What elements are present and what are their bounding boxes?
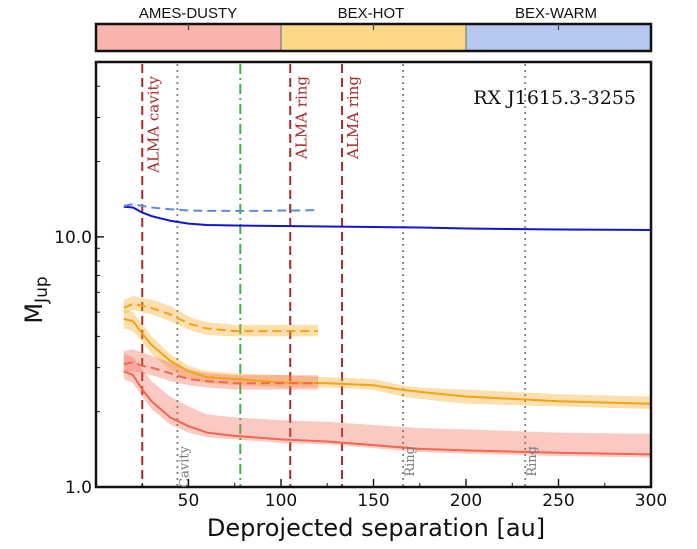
plot-area <box>94 60 653 489</box>
band-label-bex-hot: BEX-HOT <box>338 5 405 22</box>
vertical-line-label-0: ALMA cavity <box>144 75 162 173</box>
y-axis-label: MJup <box>20 276 52 323</box>
series-line-bex-warm-dashed <box>123 203 319 212</box>
uncertainty-band-bex-hot-solid <box>123 310 652 409</box>
x-tick-label-5: 300 <box>635 491 667 511</box>
y-axis-label-sub: Jup <box>32 276 52 304</box>
chart-title: RX J1615.3-3255 <box>473 87 636 109</box>
series-line-ames-dusty-dashed <box>123 361 318 385</box>
vertical-line-label-2: ALMA ring <box>344 76 362 160</box>
model-band-labels: AMES-DUSTY BEX-HOT BEX-WARM <box>139 5 597 22</box>
uncertainty-band-bex-hot-dashed <box>123 296 318 337</box>
series-line-bex-warm-solid <box>123 205 652 231</box>
axis-ticks: 50 100 150 200 250 300 1.0 10.0 <box>54 85 667 511</box>
x-tick-label-0: 50 <box>178 491 200 511</box>
x-tick-label-3: 200 <box>450 491 482 511</box>
y-tick-label-0: 1.0 <box>65 478 92 498</box>
series-line-ames-dusty-solid <box>123 370 652 456</box>
x-tick-label-4: 250 <box>542 491 574 511</box>
x-tick-label-2: 150 <box>357 491 389 511</box>
y-axis-label-main: M <box>20 303 48 324</box>
y-tick-label-1: 10.0 <box>54 228 92 248</box>
vertical-line-label-3: Cavity <box>177 445 192 487</box>
x-tick-label-1: 100 <box>265 491 297 511</box>
uncertainty-band-ames-dusty-dashed <box>123 349 318 390</box>
x-axis-label: Deprojected separation [au] <box>207 514 545 542</box>
vertical-line-label-4: Ring <box>403 446 418 477</box>
vertical-line-label-5: Ring <box>525 446 540 477</box>
band-label-bex-warm: BEX-WARM <box>515 5 597 22</box>
vertical-line-labels: ALMA cavity ALMA ring ALMA ring Cavity Ring R… <box>144 75 540 487</box>
uncertainty-band-ames-dusty-solid <box>123 354 652 458</box>
band-label-ames-dusty: AMES-DUSTY <box>139 5 237 22</box>
series-line-bex-hot-solid <box>123 317 652 405</box>
series-line-bex-hot-dashed <box>123 302 318 333</box>
model-band-bar <box>94 22 653 53</box>
vertical-line-label-1: ALMA ring <box>292 76 310 160</box>
